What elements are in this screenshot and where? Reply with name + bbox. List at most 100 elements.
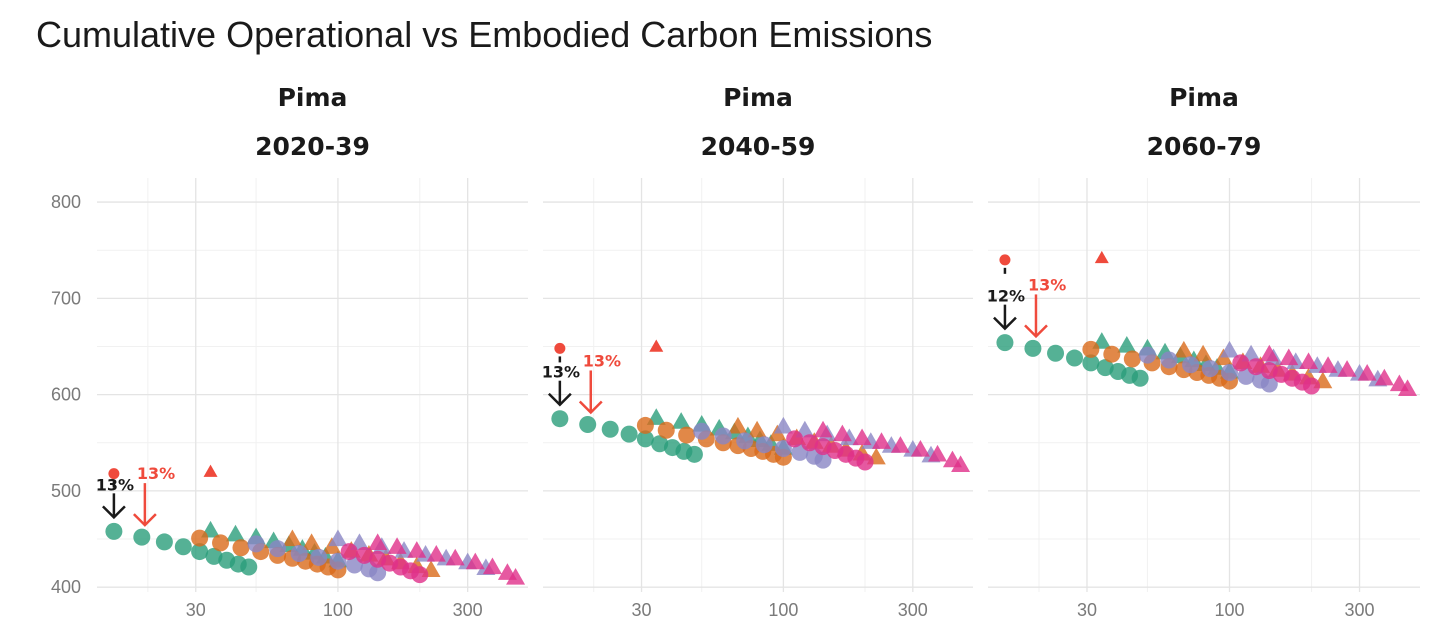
purple-circle-point xyxy=(329,552,347,570)
green-triangle-point xyxy=(671,412,691,429)
y-tick-label: 600 xyxy=(51,385,81,405)
purple-circle-point xyxy=(247,535,265,553)
green-circle-point xyxy=(579,415,597,433)
pink-triangle-point xyxy=(1318,356,1338,373)
green-circle-point xyxy=(105,522,123,540)
green-circle-point xyxy=(1096,359,1114,377)
red-triangle-point xyxy=(1094,250,1109,264)
green-circle-point xyxy=(551,410,569,428)
purple-circle-point xyxy=(1220,363,1238,381)
green-circle-point xyxy=(996,334,1014,352)
pink-triangle-point xyxy=(1259,344,1279,362)
green-circle-point xyxy=(191,543,209,561)
pink-circle-point xyxy=(1303,377,1321,395)
red-arrow-head xyxy=(132,513,157,527)
orange-triangle-point xyxy=(1174,340,1194,358)
facet-label-region: Pima xyxy=(1169,83,1239,112)
orange-triangle-point xyxy=(1193,344,1213,362)
green-circle-point xyxy=(620,425,638,443)
purple-circle-point xyxy=(290,544,308,562)
facet-label-region: Pima xyxy=(723,83,793,112)
green-circle-point xyxy=(685,445,703,463)
green-circle-point xyxy=(651,435,669,453)
purple-triangle-point xyxy=(773,416,793,434)
green-circle-point xyxy=(1066,349,1084,367)
red-triangle-point xyxy=(203,464,218,477)
orange-triangle-point xyxy=(747,420,767,438)
pink-triangle-point xyxy=(387,537,407,554)
orange-circle-point xyxy=(212,534,230,552)
pink-triangle-point xyxy=(1279,348,1299,366)
orange-circle-point xyxy=(1082,340,1100,358)
pink-triangle-point xyxy=(928,444,948,462)
x-tick-label: 300 xyxy=(453,600,483,620)
facet-panel-2: Pima 2040-59 30 100 300 13%13% xyxy=(542,83,973,620)
pink-triangle-point xyxy=(1337,360,1357,377)
green-circle-point xyxy=(174,538,192,556)
orange-circle-point xyxy=(1103,345,1121,363)
x-tick-label: 300 xyxy=(898,600,928,620)
y-tick-label: 800 xyxy=(51,192,81,212)
pink-triangle-point xyxy=(1357,363,1377,381)
green-circle-point xyxy=(1024,339,1042,357)
green-circle-point xyxy=(155,533,173,551)
red-arrow-head xyxy=(1024,324,1048,339)
y-tick-label: 400 xyxy=(51,577,81,597)
x-tick-label: 100 xyxy=(768,600,798,620)
pink-circle-point xyxy=(355,546,373,564)
orange-triangle-point xyxy=(302,533,322,551)
pink-circle-point xyxy=(340,543,358,561)
purple-circle-point xyxy=(1260,375,1278,393)
green-circle-point xyxy=(601,420,619,438)
pink-triangle-point xyxy=(872,432,892,449)
purple-circle-point xyxy=(755,436,773,454)
orange-circle-point xyxy=(1123,350,1141,368)
x-tick-label: 300 xyxy=(1345,600,1375,620)
purple-circle-point xyxy=(310,548,328,566)
orange-circle-point xyxy=(232,539,250,557)
red-circle-point xyxy=(108,468,120,480)
pink-triangle-point xyxy=(506,568,526,585)
pink-triangle-point xyxy=(407,541,427,558)
red-circle-point xyxy=(999,254,1011,266)
orange-triangle-point xyxy=(728,416,748,434)
green-triangle-point xyxy=(225,524,245,542)
black-percent-label: 13% xyxy=(542,363,580,382)
pink-triangle-point xyxy=(368,533,388,551)
facet-label-period: 2040-59 xyxy=(701,132,816,161)
pink-triangle-point xyxy=(1299,352,1319,370)
pink-circle-point xyxy=(411,566,429,584)
purple-triangle-point xyxy=(1219,340,1239,358)
orange-circle-point xyxy=(636,416,654,434)
red-arrow-head xyxy=(578,400,603,415)
pink-circle-point xyxy=(856,453,874,471)
x-tick-label: 30 xyxy=(186,600,206,620)
pink-circle-point xyxy=(1232,354,1250,372)
facet-label-period: 2020-39 xyxy=(255,132,370,161)
purple-circle-point xyxy=(814,451,832,469)
x-tick-label: 30 xyxy=(1077,600,1097,620)
orange-triangle-point xyxy=(282,529,302,547)
y-tick-label: 500 xyxy=(51,481,81,501)
pink-triangle-point xyxy=(951,455,971,473)
red-percent-label: 13% xyxy=(1028,275,1066,294)
x-tick-label: 100 xyxy=(1214,600,1244,620)
green-circle-point xyxy=(1047,344,1065,362)
purple-circle-point xyxy=(269,540,287,558)
pink-triangle-point xyxy=(890,436,910,453)
pink-triangle-point xyxy=(832,424,852,442)
facet-label-period: 2060-79 xyxy=(1147,132,1262,161)
pink-circle-point xyxy=(786,430,804,448)
purple-circle-point xyxy=(1138,346,1156,364)
purple-circle-point xyxy=(1182,356,1200,374)
black-percent-label: 12% xyxy=(987,287,1025,306)
purple-circle-point xyxy=(369,564,387,582)
green-circle-point xyxy=(240,558,258,576)
pink-circle-point xyxy=(1247,358,1265,376)
purple-circle-point xyxy=(693,422,711,440)
pink-triangle-point xyxy=(426,544,446,562)
pink-triangle-point xyxy=(1374,368,1394,386)
y-tick-label: 700 xyxy=(51,288,81,308)
green-circle-point xyxy=(636,430,654,448)
